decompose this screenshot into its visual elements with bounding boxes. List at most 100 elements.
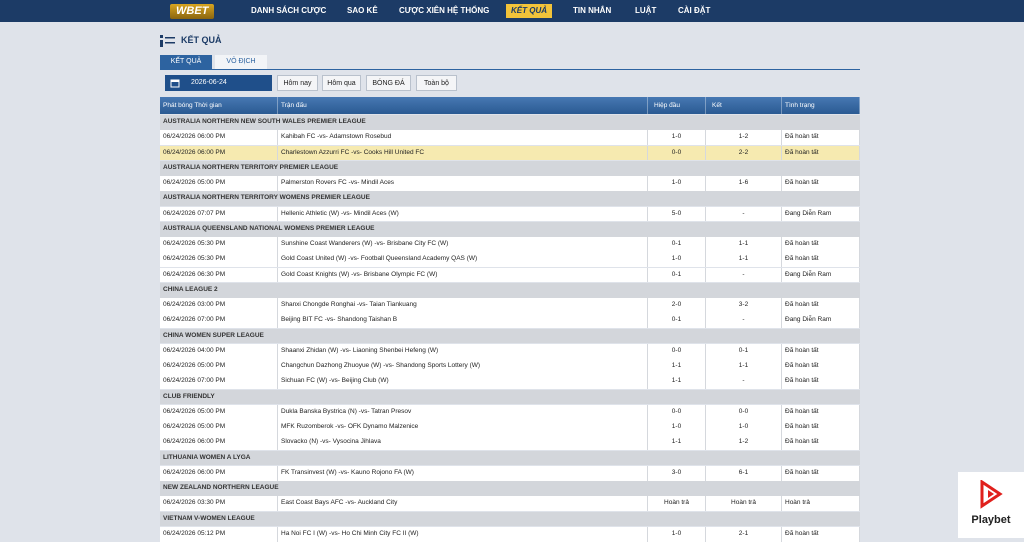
result-cell: 0-0 <box>648 343 706 359</box>
result-cell: Đã hoàn tất <box>782 298 860 313</box>
result-cell: 3-2 <box>706 298 782 313</box>
filter-button[interactable]: BÓNG ĐÁ <box>366 75 411 91</box>
league-row: CHINA LEAGUE 2 <box>160 282 860 298</box>
league-row: AUSTRALIA QUEENSLAND NATIONAL WOMENS PRE… <box>160 221 860 237</box>
result-row <box>160 374 860 389</box>
result-cell: Hoàn trả <box>782 496 860 511</box>
league-row: AUSTRALIA NORTHERN TERRITORY PREMIER LEA… <box>160 160 860 176</box>
result-cell: Đã hoàn tất <box>782 252 860 267</box>
filter-button[interactable]: Toàn bộ <box>416 75 457 91</box>
result-row <box>160 420 860 435</box>
league-row: CLUB FRIENDLY <box>160 389 860 405</box>
filter-button[interactable]: Hôm qua <box>322 75 361 91</box>
column-header: Hiệp đầu <box>648 97 706 114</box>
result-cell: Ha Noi FC I (W) -vs- Ho Chi Minh City FC… <box>278 526 648 542</box>
result-cell: 06/24/2026 07:07 PM <box>160 206 278 222</box>
result-row <box>160 496 860 511</box>
result-row <box>160 176 860 191</box>
result-cell: 1-6 <box>706 176 782 191</box>
result-cell: Kahibah FC -vs- Adamstown Rosebud <box>278 130 648 145</box>
league-row: VIETNAM V-WOMEN LEAGUE <box>160 511 860 527</box>
result-cell: Palmerston Rovers FC -vs- Mindil Aces <box>278 176 648 191</box>
result-cell: Hellenic Athletic (W) -vs- Mindil Aces (… <box>278 206 648 222</box>
result-cell: Đang Diễn Ram <box>782 267 860 283</box>
result-cell: 2-0 <box>648 298 706 313</box>
league-row: NEW ZEALAND NORTHERN LEAGUE <box>160 481 860 496</box>
result-cell: 06/24/2026 05:30 PM <box>160 237 278 252</box>
result-row <box>160 237 860 252</box>
result-cell: Shanxi Chongde Ronghai -vs- Taian Tianku… <box>278 298 648 313</box>
title-icon <box>160 35 175 47</box>
result-cell: Slovacko (N) -vs- Vysocina Jihlava <box>278 435 648 450</box>
result-cell: Gold Coast United (W) -vs- Football Quee… <box>278 252 648 267</box>
tab[interactable]: KẾT QUẢ <box>160 55 212 69</box>
watermark-icon <box>980 480 1003 509</box>
result-cell: 06/24/2026 06:00 PM <box>160 435 278 450</box>
table-header <box>160 97 860 114</box>
league-row: LITHUANIA WOMEN A LYGA <box>160 450 860 466</box>
result-row <box>160 130 860 145</box>
result-cell: 1-1 <box>706 237 782 252</box>
result-cell: 1-0 <box>706 420 782 435</box>
result-cell: 1-2 <box>706 435 782 450</box>
result-cell: Đã hoàn tất <box>782 404 860 420</box>
result-cell: 0-1 <box>648 237 706 252</box>
result-cell: Sichuan FC (W) -vs- Beijing Club (W) <box>278 374 648 389</box>
result-cell: 0-1 <box>706 343 782 359</box>
watermark-text: Playbet <box>971 514 1011 526</box>
nav-item[interactable]: SAO KÊ <box>347 6 378 15</box>
result-cell: Đã hoàn tất <box>782 237 860 252</box>
league-row: AUSTRALIA NORTHERN NEW SOUTH WALES PREMI… <box>160 115 860 130</box>
result-cell: 2-2 <box>706 145 782 161</box>
result-row <box>160 435 860 450</box>
result-cell: Beijing BIT FC -vs- Shandong Taishan B <box>278 313 648 328</box>
result-cell: Sunshine Coast Wanderers (W) -vs- Brisba… <box>278 237 648 252</box>
result-cell: - <box>706 374 782 389</box>
result-cell: 1-1 <box>706 252 782 267</box>
watermark-box: Playbet <box>958 472 1024 538</box>
result-cell: 1-2 <box>706 130 782 145</box>
nav-item[interactable]: CÀI ĐẶT <box>678 6 711 15</box>
column-header: Phát bóng Thời gian <box>160 97 278 114</box>
result-cell: Đang Diễn Ram <box>782 313 860 328</box>
tab[interactable]: VÔ ĐỊCH <box>215 55 267 69</box>
date-input[interactable]: 2026-06-24 <box>165 75 272 91</box>
result-cell: Đã hoàn tất <box>782 145 860 161</box>
logo[interactable]: WBET <box>170 4 215 19</box>
result-cell: 5-0 <box>648 206 706 222</box>
result-cell: Đã hoàn tất <box>782 374 860 389</box>
result-cell: Changchun Dazhong Zhuoyue (W) -vs- Shand… <box>278 359 648 374</box>
result-cell: 06/24/2026 06:00 PM <box>160 130 278 145</box>
result-cell: 06/24/2026 04:00 PM <box>160 343 278 359</box>
nav-item[interactable]: DANH SÁCH CƯỢC <box>251 6 327 15</box>
result-cell: Đã hoàn tất <box>782 420 860 435</box>
result-cell: 1-0 <box>648 130 706 145</box>
result-cell: 06/24/2026 05:30 PM <box>160 252 278 267</box>
column-header: Trận đấu <box>278 97 648 114</box>
result-cell: Charlestown Azzurri FC -vs- Cooks Hill U… <box>278 145 648 161</box>
result-cell: 06/24/2026 05:00 PM <box>160 404 278 420</box>
result-cell: 06/24/2026 06:30 PM <box>160 267 278 283</box>
result-cell: 1-0 <box>648 252 706 267</box>
result-cell: 0-0 <box>648 404 706 420</box>
result-row <box>160 404 860 420</box>
calendar-icon <box>170 79 180 88</box>
result-cell: Đã hoàn tất <box>782 435 860 450</box>
result-cell: 06/24/2026 05:00 PM <box>160 420 278 435</box>
nav-item[interactable]: TIN NHẮN <box>573 6 612 15</box>
result-row <box>160 252 860 267</box>
filter-button[interactable]: Hôm nay <box>277 75 318 91</box>
nav-item[interactable]: KẾT QUẢ <box>506 4 552 18</box>
result-cell: 06/24/2026 05:12 PM <box>160 526 278 542</box>
nav-item[interactable]: CƯỢC XIÊN HỆ THỐNG <box>399 6 490 15</box>
result-cell: MFK Ruzomberok -vs- OFK Dynamo Malzenice <box>278 420 648 435</box>
result-cell: Hoàn trả <box>648 496 706 511</box>
result-cell: Dukla Banska Bystrica (N) -vs- Tatran Pr… <box>278 404 648 420</box>
result-cell: 0-0 <box>648 145 706 161</box>
result-cell: Đã hoàn tất <box>782 465 860 481</box>
nav-item[interactable]: LUẬT <box>635 6 657 15</box>
result-cell: 1-1 <box>648 435 706 450</box>
result-cell: 06/24/2026 07:00 PM <box>160 313 278 328</box>
result-cell: - <box>706 206 782 222</box>
